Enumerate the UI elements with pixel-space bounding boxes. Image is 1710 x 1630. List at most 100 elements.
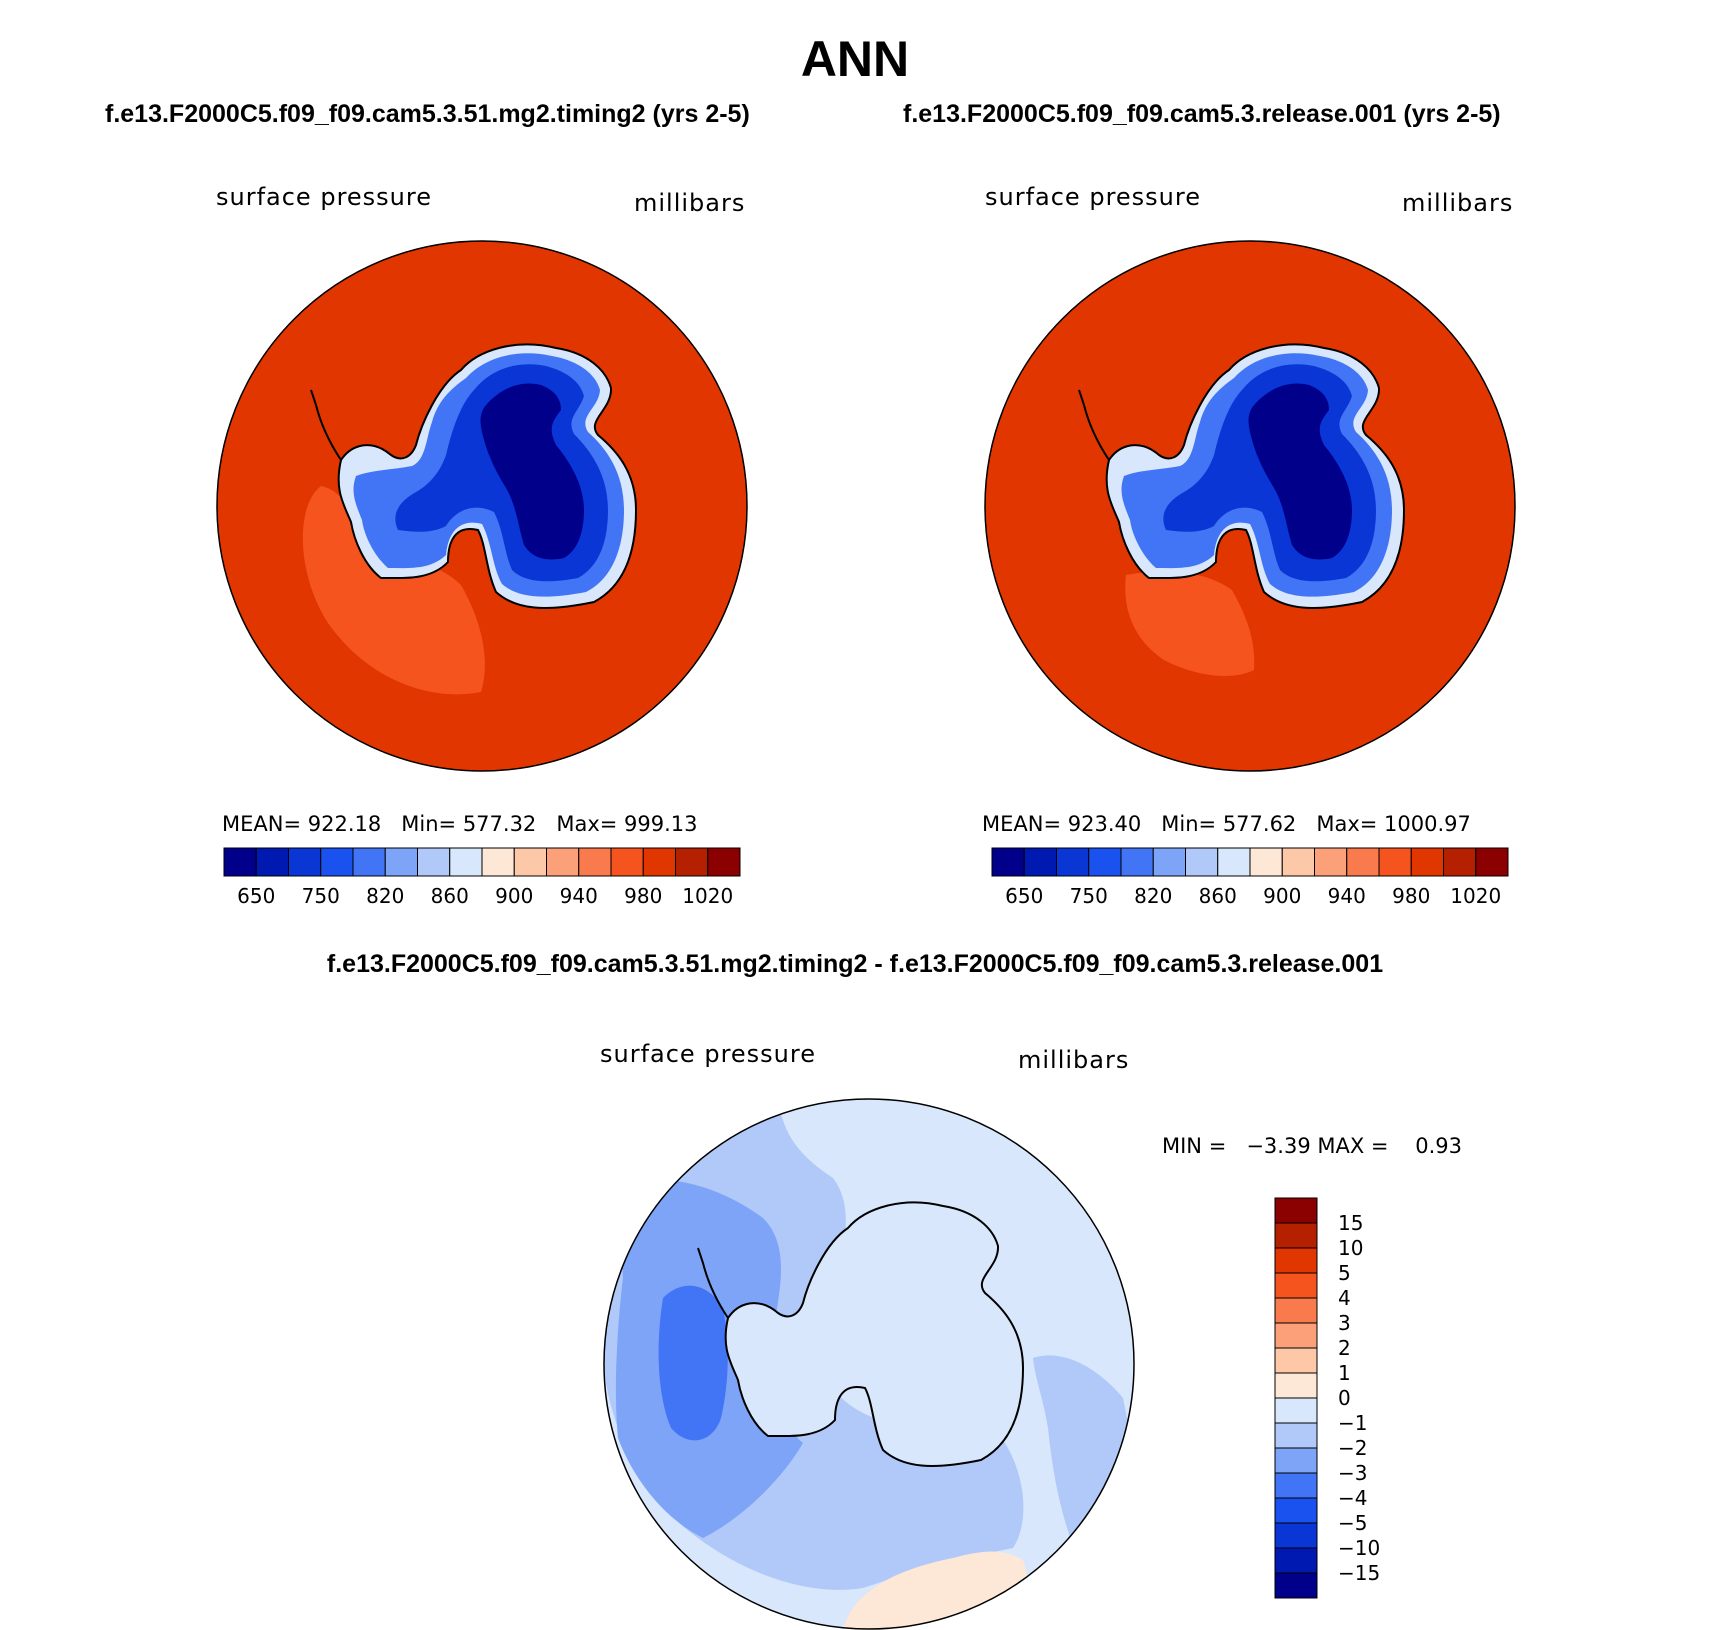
colorbar-tick-label: 860 xyxy=(1199,884,1237,908)
panel-2-mean-label: MEAN= xyxy=(982,812,1061,836)
colorbar-swatch xyxy=(1275,1373,1317,1398)
panel-2-case-title: f.e13.F2000C5.f09_f09.cam5.3.release.001… xyxy=(903,100,1501,129)
colorbar-swatch xyxy=(547,848,579,876)
panel-2-colorbar-labels: 650 750 820 860 900 940 980 1020 xyxy=(992,884,1508,910)
colorbar-tick-label: −1 xyxy=(1338,1411,1367,1435)
panel-2-units-label: millibars xyxy=(1402,189,1513,217)
diff-colorbar xyxy=(1275,1198,1317,1598)
colorbar-swatch xyxy=(1282,848,1314,876)
colorbar-tick-label: 980 xyxy=(1392,884,1430,908)
panel-1-colorbar xyxy=(224,848,740,876)
colorbar-swatch xyxy=(289,848,321,876)
panel-1-mean-value: 922.18 xyxy=(308,812,381,836)
colorbar-tick-label: 5 xyxy=(1338,1261,1351,1285)
colorbar-swatch xyxy=(1275,1423,1317,1448)
colorbar-swatch xyxy=(992,848,1024,876)
colorbar-swatch xyxy=(1275,1273,1317,1298)
colorbar-tick-label: −5 xyxy=(1338,1511,1367,1535)
colorbar-swatch xyxy=(224,848,256,876)
panel-2-map xyxy=(984,240,1516,772)
diff-min-label: MIN = xyxy=(1162,1134,1226,1158)
colorbar-swatch xyxy=(482,848,514,876)
colorbar-tick-label: 1 xyxy=(1338,1361,1351,1385)
diff-units-label: millibars xyxy=(1018,1046,1129,1074)
colorbar-swatch xyxy=(1089,848,1121,876)
colorbar-tick-label: 4 xyxy=(1338,1286,1351,1310)
colorbar-tick-label: 3 xyxy=(1338,1311,1351,1335)
colorbar-swatch xyxy=(1218,848,1250,876)
colorbar-swatch xyxy=(1275,1473,1317,1498)
panel-1-max-value: 999.13 xyxy=(624,812,697,836)
colorbar-swatch xyxy=(1275,1398,1317,1423)
diff-band-minus3 xyxy=(659,1286,728,1441)
colorbar-tick-label: −4 xyxy=(1338,1486,1367,1510)
colorbar-tick-label: 2 xyxy=(1338,1336,1351,1360)
colorbar-swatch xyxy=(1275,1298,1317,1323)
colorbar-tick-label: −10 xyxy=(1338,1536,1380,1560)
colorbar-tick-label: 900 xyxy=(495,884,533,908)
colorbar-tick-label: 900 xyxy=(1263,884,1301,908)
colorbar-swatch xyxy=(1275,1498,1317,1523)
colorbar-tick-label: 750 xyxy=(1070,884,1108,908)
colorbar-tick-label: 820 xyxy=(1134,884,1172,908)
colorbar-swatch xyxy=(1411,848,1443,876)
panel-1-map xyxy=(216,240,748,772)
colorbar-swatch xyxy=(418,848,450,876)
colorbar-swatch xyxy=(385,848,417,876)
colorbar-swatch xyxy=(611,848,643,876)
colorbar-swatch xyxy=(1476,848,1508,876)
diff-min-value: −3.39 xyxy=(1246,1134,1310,1158)
colorbar-swatch xyxy=(1121,848,1153,876)
colorbar-swatch xyxy=(450,848,482,876)
diff-minmax: MIN = −3.39 MAX = 0.93 xyxy=(1162,1134,1462,1158)
colorbar-swatch xyxy=(579,848,611,876)
colorbar-swatch xyxy=(1315,848,1347,876)
colorbar-tick-label: 650 xyxy=(1005,884,1043,908)
colorbar-tick-label: 0 xyxy=(1338,1386,1351,1410)
colorbar-tick-label: −3 xyxy=(1338,1461,1367,1485)
colorbar-tick-label: 650 xyxy=(237,884,275,908)
panel-2-stats: MEAN= 923.40 Min= 577.62 Max= 1000.97 xyxy=(982,812,1471,836)
colorbar-swatch xyxy=(1275,1548,1317,1573)
colorbar-swatch xyxy=(1347,848,1379,876)
colorbar-swatch xyxy=(1275,1573,1317,1598)
colorbar-tick-label: 820 xyxy=(366,884,404,908)
panel-1-min-value: 577.32 xyxy=(463,812,536,836)
colorbar-swatch xyxy=(1275,1448,1317,1473)
colorbar-swatch xyxy=(1275,1198,1317,1223)
panel-1-max-label: Max= xyxy=(556,812,617,836)
diff-max-label: MAX = xyxy=(1317,1134,1388,1158)
panel-1-variable-label: surface pressure xyxy=(216,183,432,211)
diff-title: f.e13.F2000C5.f09_f09.cam5.3.51.mg2.timi… xyxy=(0,950,1710,979)
panel-2-min-value: 577.62 xyxy=(1223,812,1296,836)
colorbar-swatch xyxy=(1275,1323,1317,1348)
colorbar-tick-label: 980 xyxy=(624,884,662,908)
diff-max-value: 0.93 xyxy=(1415,1134,1462,1158)
colorbar-swatch xyxy=(256,848,288,876)
colorbar-tick-label: 1020 xyxy=(1450,884,1501,908)
colorbar-tick-label: 1020 xyxy=(682,884,733,908)
colorbar-swatch xyxy=(708,848,740,876)
colorbar-swatch xyxy=(1024,848,1056,876)
diff-map xyxy=(603,1098,1135,1630)
diff-variable-label: surface pressure xyxy=(600,1040,816,1068)
colorbar-swatch xyxy=(1444,848,1476,876)
colorbar-swatch xyxy=(1250,848,1282,876)
colorbar-swatch xyxy=(1153,848,1185,876)
colorbar-swatch xyxy=(1275,1248,1317,1273)
colorbar-tick-label: −15 xyxy=(1338,1561,1380,1585)
colorbar-swatch xyxy=(1275,1223,1317,1248)
colorbar-swatch xyxy=(353,848,385,876)
panel-2-colorbar xyxy=(992,848,1508,876)
panel-1-stats: MEAN= 922.18 Min= 577.32 Max= 999.13 xyxy=(222,812,698,836)
colorbar-tick-label: 940 xyxy=(560,884,598,908)
colorbar-tick-label: 15 xyxy=(1338,1211,1363,1235)
panel-1-min-label: Min= xyxy=(401,812,456,836)
panel-1-case-title: f.e13.F2000C5.f09_f09.cam5.3.51.mg2.timi… xyxy=(105,100,750,129)
panel-1-units-label: millibars xyxy=(634,189,745,217)
colorbar-tick-label: 940 xyxy=(1328,884,1366,908)
colorbar-swatch xyxy=(1275,1523,1317,1548)
colorbar-swatch xyxy=(1379,848,1411,876)
